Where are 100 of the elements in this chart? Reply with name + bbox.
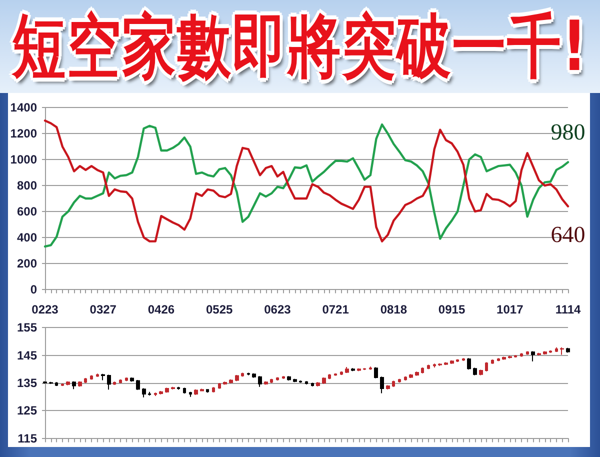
y-tick-label: 155 (16, 320, 38, 335)
candlestick (415, 371, 419, 376)
y-tick-label: 400 (16, 230, 38, 244)
candlestick (502, 356, 506, 360)
candlestick (345, 366, 349, 374)
candlestick (206, 388, 209, 394)
candlestick (438, 362, 442, 366)
x-tick-label: 0915 (438, 302, 466, 316)
candlestick (369, 366, 372, 370)
candlestick (328, 374, 331, 380)
candlestick (282, 376, 285, 380)
candlestick (183, 387, 186, 394)
candlestick (444, 362, 448, 366)
candlestick (171, 386, 175, 390)
candlestick (398, 378, 401, 383)
y-tick-label: 1000 (10, 152, 38, 167)
candlestick (386, 384, 390, 390)
candlestick (497, 358, 500, 362)
candlestick (299, 380, 302, 384)
candlestick (450, 360, 454, 364)
candlestick (322, 376, 326, 384)
candlestick (316, 382, 320, 387)
candlestick (189, 391, 192, 398)
x-tick-label: 0623 (264, 302, 292, 316)
candlestick (194, 388, 198, 396)
candlestick (392, 380, 395, 388)
candlestick (177, 386, 180, 390)
candlestick (90, 374, 93, 380)
candlestick (305, 380, 308, 385)
candlestick (351, 368, 355, 372)
y-tick-label: 1400 (10, 100, 38, 115)
candlestick (113, 381, 116, 386)
candlestick (427, 364, 430, 370)
candlestick (537, 352, 541, 356)
candlestick (55, 382, 58, 387)
chart-title: 短空家數即將突破一千! (12, 6, 588, 86)
candlestick (43, 380, 47, 384)
x-tick-label: 0327 (90, 302, 117, 316)
candlestick (61, 383, 64, 387)
candlestick (212, 386, 215, 393)
candlestick (560, 346, 564, 356)
candlestick (549, 350, 552, 354)
x-tick-label: 0525 (206, 302, 234, 316)
candlestick (374, 366, 378, 379)
candlestick (520, 352, 523, 358)
candlestick (154, 392, 157, 396)
candlestick (235, 374, 239, 382)
candlestick (287, 376, 291, 382)
x-tick-label: 0818 (380, 302, 408, 316)
candlestick (293, 378, 297, 383)
candlestick (78, 380, 82, 388)
candlestick (566, 347, 570, 354)
candlestick (380, 376, 384, 394)
candlestick (433, 363, 436, 368)
candlestick (84, 378, 87, 384)
x-tick-label: 0721 (322, 302, 350, 316)
candlestick (311, 382, 314, 387)
candlestick (531, 350, 535, 362)
candlestick (136, 379, 140, 390)
y-tick-label: 135 (16, 376, 38, 390)
candlestick (72, 380, 76, 390)
candlestick (125, 376, 128, 382)
y-tick-label: 1200 (10, 126, 38, 141)
candlestick (462, 358, 465, 362)
candlestick (276, 376, 279, 382)
candlestick (456, 358, 459, 362)
y-tick-label: 600 (16, 204, 38, 218)
x-tick-label: 1017 (496, 302, 524, 316)
candlestick (357, 368, 361, 372)
candlestick (229, 378, 233, 384)
candlestick (491, 359, 494, 364)
y-tick-label: 125 (16, 404, 38, 418)
candlestick (119, 378, 122, 384)
candlestick (479, 369, 483, 376)
candlestick (526, 350, 529, 356)
candlestick (159, 390, 163, 395)
candlestick (165, 387, 169, 394)
candlestick (223, 381, 227, 386)
x-tick-label: 0223 (32, 302, 59, 316)
candlestick (543, 350, 547, 356)
candlestick (555, 346, 558, 353)
candlestick (270, 378, 273, 384)
y-tick-label: 800 (16, 178, 38, 193)
candlestick (334, 372, 337, 376)
candlestick (218, 382, 221, 390)
candlestick (142, 388, 146, 398)
candlestick (96, 373, 99, 378)
candlestick (148, 391, 151, 396)
y-tick-label: 200 (16, 256, 38, 270)
candlestick (200, 388, 204, 392)
candlestick (264, 380, 268, 386)
annotation: 980 (550, 120, 586, 145)
candlestick (508, 355, 512, 359)
candlestick (241, 372, 244, 378)
candlestick (421, 367, 424, 374)
candlestick (467, 358, 471, 370)
candlestick (409, 374, 413, 379)
candlestick (49, 381, 53, 384)
candlestick (340, 370, 343, 376)
candlestick (66, 380, 70, 386)
